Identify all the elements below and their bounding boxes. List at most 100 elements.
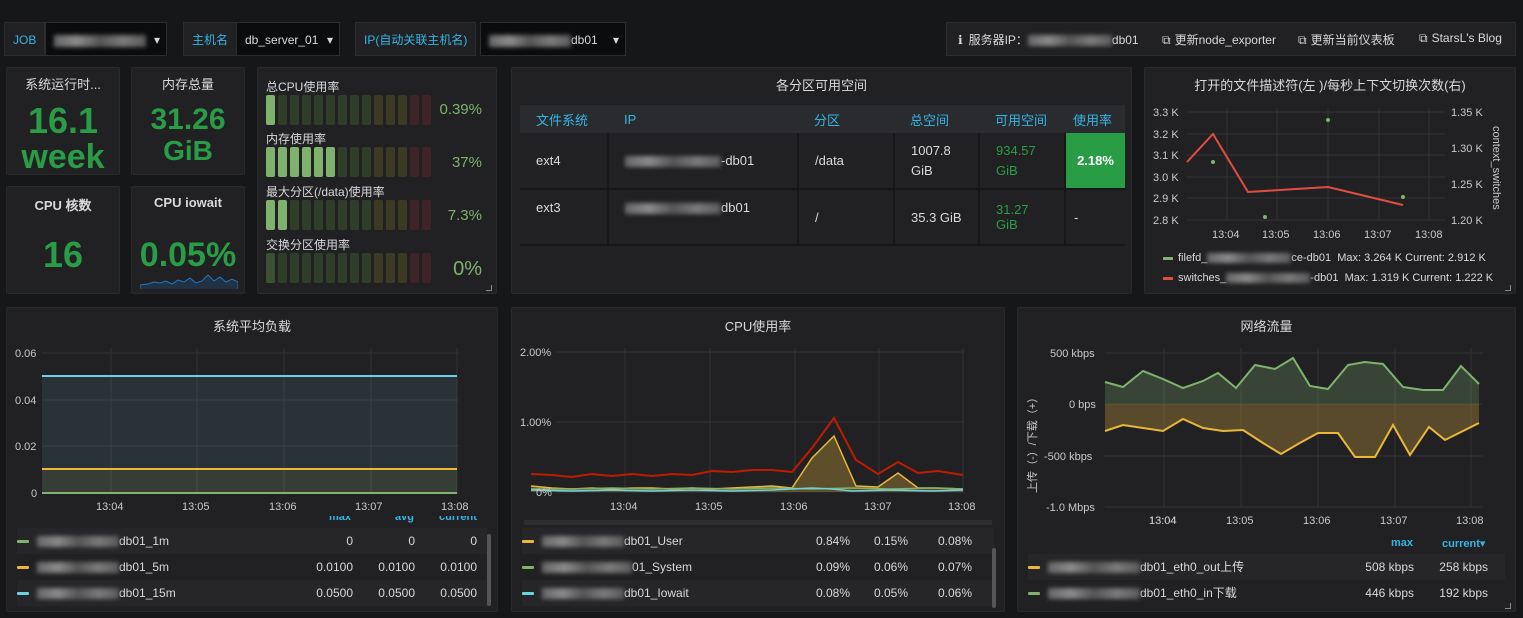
gauge-segment [326,200,335,230]
chevron-down-icon: ▾ [153,33,160,47]
legend-swatch [522,592,534,596]
gauge-segment [410,200,419,230]
x-tick: 13:04 [610,501,638,513]
y-tick: 0.04 [15,395,36,407]
gauge-label: 交换分区使用率 [266,238,351,252]
gauge-value: 0.39% [439,101,482,118]
fs-cell: ext4 [520,133,609,190]
gauge-segment [398,200,407,230]
chevron-down-icon: ▾ [612,33,619,47]
gauge-segment [266,147,275,177]
gauge-segment [278,253,287,283]
x-tick: 13:05 [182,501,210,513]
panel-title: 各分区可用空间 [775,78,867,93]
column-header-avg[interactable]: avg [395,516,414,523]
legend-redacted [542,536,624,548]
cpu-total-series [530,416,964,479]
x-tick: 13:08 [441,501,469,513]
job-select[interactable]: ▾ [45,22,167,56]
column-header[interactable]: 文件系统 [520,105,608,133]
cpu-iowait-series [530,487,964,492]
gauge-segment [362,200,371,230]
external-link-icon: ⧉ [1298,33,1307,47]
legend-label: db01_15m [119,586,176,600]
panel-title: 打开的文件描述符(左 )/每秒上下文切换次数(右) [1194,78,1466,93]
legend-item[interactable]: switches_ -db01 Max: 1.319 K Current: 1.2… [1163,272,1493,284]
load-panel: 系统平均负载 0.06 0.04 0.02 0 13:04 13:05 13:0… [6,307,498,612]
cpu-cores-value: 16 [42,234,84,275]
legend-item[interactable]: db01_User 0.84% 0.15% 0.08% [522,528,994,554]
server-ip-link[interactable]: ℹ 服务器IP： db01 [958,31,1139,48]
net-out-area [1105,404,1479,457]
y-tick: -500 kbps [1044,451,1093,463]
legend-item[interactable]: filefd_ ce-db01 Max: 3.264 K Current: 2.9… [1163,252,1486,264]
memory-total-value: 31.26 [150,103,226,136]
x-tick: 13:05 [695,501,723,513]
x-tick: 13:08 [948,501,976,513]
x-tick: 13:06 [1313,229,1341,241]
legend-item[interactable]: 01_System 0.09% 0.06% 0.07% [522,554,994,580]
host-label: 主机名 [183,22,238,56]
total-value: 1007.8 [911,142,951,158]
resize-handle[interactable] [486,285,492,291]
gauge-segment [350,200,359,230]
column-header-current[interactable]: current [439,516,477,523]
column-header-max[interactable]: max [1391,537,1414,549]
blog-label: StarsL's Blog [1431,31,1502,45]
legend-stats: Max: 1.319 K Current: 1.222 K [1344,272,1494,284]
fs-cell: ext3 [520,189,609,246]
avail-cell: 934.57 GiB [979,133,1066,190]
column-header[interactable]: 使用率 [1065,105,1125,133]
column-header-max[interactable]: max [329,516,352,523]
legend-label: db01_eth0_in下载 [1140,586,1237,600]
resize-handle[interactable] [1505,285,1511,291]
ip-select[interactable]: db01 ▾ [480,22,626,56]
legend-item[interactable]: db01_Iowait 0.08% 0.05% 0.06% [522,580,994,606]
y-tick: 0.02 [15,441,36,453]
update-exporter-link[interactable]: ⧉ 更新node_exporter [1162,31,1276,48]
gauge-segment [338,253,347,283]
legend-item[interactable]: db01_eth0_in下载 446 kbps 192 kbps [1028,580,1505,606]
resize-handle[interactable] [1505,603,1511,609]
legend-headers: max avg current [7,516,497,524]
legend-max: 0.0500 [316,586,353,600]
legend-scrollbar[interactable] [487,534,491,606]
y-tick: 500 kbps [1050,348,1095,360]
ip-redacted [625,156,721,168]
update-dashboard-link[interactable]: ⧉ 更新当前仪表板 [1298,31,1395,48]
column-header[interactable]: 分区 [798,105,894,133]
gauge-segment [350,253,359,283]
legend-avg: 0.0500 [378,586,415,600]
gauge-segment [386,95,395,125]
legend-scrollbar[interactable] [992,548,996,608]
legend-max: 0.84% [815,534,850,548]
gauge-segment [350,95,359,125]
gauge-segment [290,147,299,177]
legend-item[interactable]: db01_1m 0 0 0 [17,528,487,554]
net-in-series [1104,356,1480,391]
panel-title: 内存总量 [161,77,214,92]
legend-item[interactable]: db01_15m 0.0500 0.0500 0.0500 [17,580,487,606]
info-icon: ℹ [958,33,963,47]
legend-swatch [17,592,29,596]
legend-label: 01_System [632,560,693,574]
column-header[interactable]: 可用空间 [979,105,1065,133]
total-cell: 35.3 GiB [894,189,980,246]
gauge-segment [338,200,347,230]
legend-item[interactable]: db01_eth0_out上传 508 kbps 258 kbps [1028,554,1505,580]
blog-link[interactable]: ⧉ StarsL's Blog [1419,31,1502,46]
ip-value-suffix: db01 [571,33,598,47]
legend-redacted [37,536,119,548]
gauge-segment [362,253,371,283]
legend-current: 0.0500 [440,586,477,600]
gauge-segment [326,95,335,125]
column-header[interactable]: IP [608,105,798,133]
legend-prefix: filefd_ [1178,252,1208,264]
legend-item[interactable]: db01_5m 0.0100 0.0100 0.0100 [17,554,487,580]
ip-cell: -db01 [608,133,799,190]
left-tick: 3.2 K [1153,129,1179,141]
host-select[interactable]: db_server_01 ▾ [236,22,340,56]
column-header-current[interactable]: current▾ [1442,538,1486,550]
column-header[interactable]: 总空间 [894,105,979,133]
x-tick: 13:07 [1380,515,1408,527]
